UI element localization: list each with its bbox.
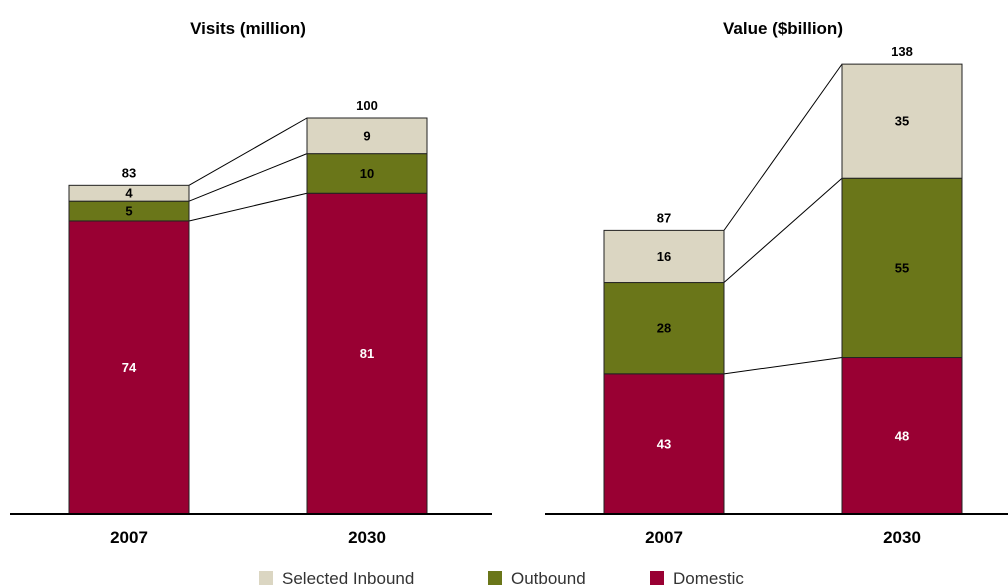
connector-line: [188, 153, 308, 202]
bar-domestic-2007: [68, 220, 190, 515]
data-label-domestic-2007: 43: [657, 436, 671, 451]
connector-line: [723, 357, 843, 375]
data-label-selected-inbound-2030: 9: [363, 128, 370, 143]
legend-label-outbound: Outbound: [511, 569, 586, 587]
total-label-2007: 87: [657, 210, 671, 225]
chart-title: Value ($billion): [723, 19, 843, 38]
segment-labels: 74 5 4 83 81 10 9 100: [122, 98, 378, 375]
total-label-2030: 100: [356, 98, 378, 113]
data-label-outbound-2007: 5: [125, 204, 132, 219]
x-tick-label: 2030: [883, 528, 921, 547]
x-tick-label: 2030: [348, 528, 386, 547]
data-label-outbound-2030: 55: [895, 260, 909, 275]
connector-line: [723, 63, 843, 231]
connector-lines: [188, 117, 308, 222]
x-tick-label: 2007: [645, 528, 683, 547]
bar-selected-inbound-2007: [603, 229, 725, 284]
data-label-outbound-2007: 28: [657, 321, 671, 336]
legend-swatch-selected-inbound: [259, 571, 273, 585]
bar-selected-inbound-2030: [306, 117, 428, 155]
bar-outbound-2007: [603, 282, 725, 375]
data-label-outbound-2030: 10: [360, 166, 374, 181]
segment-labels: 43 28 16 87 48 55 35 138: [657, 44, 913, 451]
bar-selected-inbound-2007: [68, 184, 190, 202]
data-label-domestic-2007: 74: [122, 360, 137, 375]
connector-line: [188, 192, 308, 222]
data-label-domestic-2030: 81: [360, 346, 374, 361]
connector-line: [723, 177, 843, 283]
data-label-domestic-2030: 48: [895, 428, 909, 443]
visits-chart: Visits (million) 74 5 4 83 81 10 9 100 2007 203…: [10, 19, 492, 547]
legend-label-selected-inbound: Selected Inbound: [282, 569, 414, 587]
total-label-2030: 138: [891, 44, 913, 59]
data-label-selected-inbound-2007: 16: [657, 249, 671, 264]
legend-swatch-outbound: [488, 571, 502, 585]
bar-selected-inbound-2030: [841, 63, 963, 179]
legend-swatch-domestic: [650, 571, 664, 585]
data-label-selected-inbound-2007: 4: [125, 186, 133, 201]
bars: [68, 117, 428, 515]
bar-domestic-2030: [306, 192, 428, 515]
legend: Selected Inbound Outbound Domestic: [259, 569, 744, 587]
total-label-2007: 83: [122, 165, 136, 180]
data-label-selected-inbound-2030: 35: [895, 114, 909, 129]
connector-line: [188, 117, 308, 186]
bar-outbound-2030: [841, 177, 963, 359]
bars: [603, 63, 963, 515]
connector-lines: [723, 63, 843, 375]
bar-outbound-2030: [306, 153, 428, 194]
chart-title: Visits (million): [190, 19, 306, 38]
x-tick-label: 2007: [110, 528, 148, 547]
legend-label-domestic: Domestic: [673, 569, 744, 587]
